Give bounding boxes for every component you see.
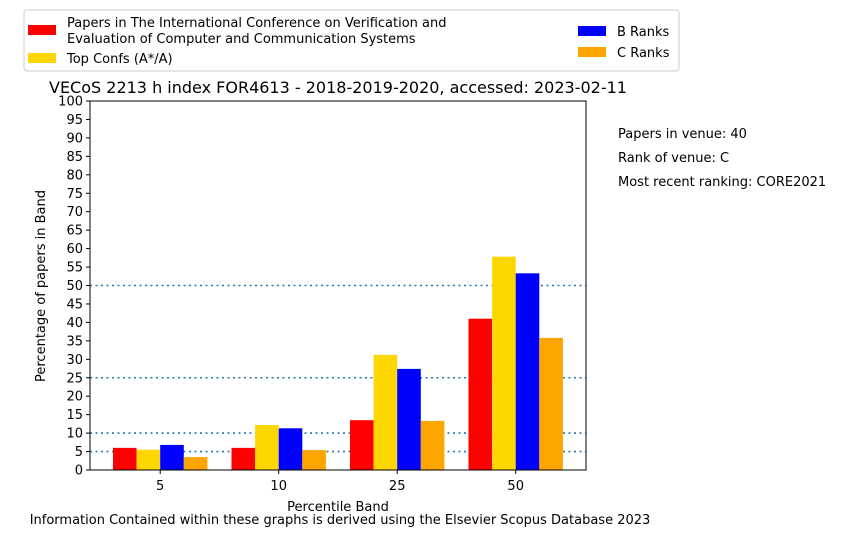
x-axis-label: Percentile Band [287, 500, 389, 515]
x-tick-label: 10 [270, 479, 287, 494]
y-tick-label: 80 [66, 168, 83, 183]
plot-frame [89, 100, 587, 471]
bar [113, 447, 137, 470]
legend-frame [23, 9, 680, 72]
bar [420, 420, 445, 470]
y-tick-label: 15 [66, 408, 83, 423]
y-tick-label: 50 [66, 279, 83, 294]
bar [302, 450, 326, 470]
bar [373, 354, 398, 470]
y-tick-label: 25 [66, 371, 83, 386]
bar [468, 318, 493, 470]
x-axis-ticks: 5 10 25 50 [156, 470, 524, 494]
y-tick-label: 70 [66, 205, 83, 220]
legend-label-c: C Ranks [617, 46, 670, 61]
y-tick-label: 60 [66, 242, 83, 257]
legend-swatch-c [578, 47, 606, 57]
bar [515, 273, 540, 470]
chart-title: VECoS 2213 h index FOR4613 - 2018-2019-2… [49, 78, 627, 97]
footer-note: Information Contained within these graph… [30, 513, 651, 528]
legend-swatch-venue [28, 25, 56, 35]
bar [183, 457, 208, 470]
y-tick-label: 10 [66, 427, 83, 442]
y-tick-label: 40 [66, 316, 83, 331]
y-tick-label: 90 [66, 131, 83, 146]
bar [255, 424, 279, 470]
y-tick-label: 45 [66, 297, 83, 312]
y-tick-label: 35 [66, 334, 83, 349]
x-tick-label: 25 [389, 479, 406, 494]
bar [539, 337, 563, 470]
y-axis-label: Percentage of papers in Band [34, 190, 49, 382]
y-axis-ticks: 0 5 10 15 20 25 30 35 40 45 50 55 60 65 70 75 80 85 90 95 10… [58, 95, 90, 479]
legend-swatch-b [578, 26, 606, 36]
y-tick-label: 55 [66, 261, 83, 276]
y-tick-label: 95 [66, 113, 83, 128]
bar [278, 428, 303, 470]
legend-label-b: B Ranks [617, 25, 670, 40]
y-tick-label: 30 [66, 353, 83, 368]
bar [160, 444, 184, 470]
bar [397, 368, 421, 470]
venue-rank-note: Rank of venue: C [618, 151, 730, 166]
y-tick-label: 65 [66, 224, 83, 239]
y-tick-label: 5 [75, 445, 83, 460]
legend-swatch-top [28, 53, 56, 63]
x-tick-label: 50 [507, 479, 524, 494]
bar [350, 420, 374, 470]
legend-label-venue-line2: Evaluation of Computer and Communication… [67, 32, 416, 47]
x-tick-label: 5 [156, 479, 164, 494]
legend-label-top: Top Confs (A*/A) [66, 52, 173, 67]
y-tick-label: 85 [66, 150, 83, 165]
y-tick-label: 75 [66, 187, 83, 202]
y-tick-label: 20 [66, 390, 83, 405]
legend-label-venue-line1: Papers in The International Conference o… [67, 16, 447, 31]
bars [113, 256, 563, 470]
recent-ranking-note: Most recent ranking: CORE2021 [618, 175, 827, 190]
papers-in-venue-note: Papers in venue: 40 [618, 127, 747, 142]
bar [231, 447, 256, 470]
y-tick-label: 0 [75, 464, 83, 479]
legend: Papers in The International Conference o… [23, 9, 680, 72]
y-tick-label: 100 [58, 95, 83, 110]
bar [136, 449, 161, 470]
bar [492, 256, 516, 470]
